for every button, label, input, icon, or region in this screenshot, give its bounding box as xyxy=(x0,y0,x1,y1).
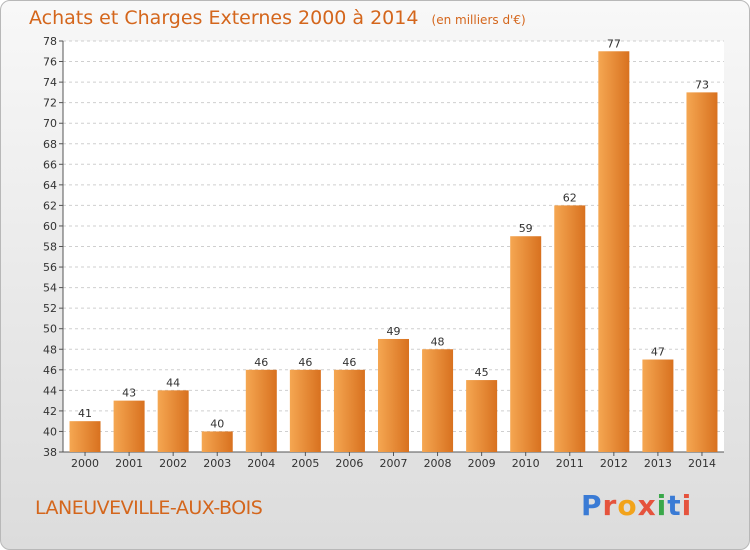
x-tick-label: 2002 xyxy=(159,457,187,470)
bar-2007 xyxy=(378,338,409,452)
location-label: LANEUVEVILLE-AUX-BOIS xyxy=(35,497,263,519)
y-tick-label: 42 xyxy=(43,405,57,418)
brand-letter: i xyxy=(681,489,693,522)
y-tick-label: 62 xyxy=(43,199,57,212)
data-label-2004: 46 xyxy=(254,356,268,369)
brand-letter: x xyxy=(637,489,657,522)
x-tick-label: 2000 xyxy=(71,457,99,470)
y-tick-label: 74 xyxy=(43,76,57,89)
y-tick-label: 60 xyxy=(43,220,57,233)
y-tick-label: 56 xyxy=(43,261,57,274)
y-tick-label: 66 xyxy=(43,158,57,171)
x-tick-label: 2014 xyxy=(688,457,716,470)
y-tick-label: 58 xyxy=(43,241,57,254)
bar-2001 xyxy=(113,400,145,452)
y-tick-label: 70 xyxy=(43,117,57,130)
title-line: Achats et Charges Externes 2000 à 2014 (… xyxy=(29,7,526,29)
y-tick-label: 72 xyxy=(43,97,57,110)
x-tick-label: 2006 xyxy=(335,457,363,470)
x-tick-label: 2010 xyxy=(512,457,540,470)
data-label-2002: 44 xyxy=(166,376,180,389)
bar-2004 xyxy=(245,369,277,452)
data-label-2009: 45 xyxy=(475,366,489,379)
x-tick-label: 2011 xyxy=(556,457,584,470)
y-tick-label: 68 xyxy=(43,138,57,151)
bar-2011 xyxy=(554,205,586,452)
bar-2006 xyxy=(333,369,365,452)
y-tick-label: 44 xyxy=(43,384,57,397)
bar-2005 xyxy=(289,369,321,452)
bar-2003 xyxy=(201,431,233,452)
data-label-2008: 48 xyxy=(431,335,445,348)
x-tick-label: 2003 xyxy=(203,457,231,470)
bar-2002 xyxy=(157,390,189,452)
data-label-2012: 77 xyxy=(607,37,621,50)
x-tick-label: 2007 xyxy=(380,457,408,470)
bar-2014 xyxy=(686,92,718,452)
bar-2013 xyxy=(642,359,674,452)
x-tick-label: 2001 xyxy=(115,457,143,470)
y-tick-label: 46 xyxy=(43,364,57,377)
bar-2008 xyxy=(422,349,454,452)
x-tick-label: 2012 xyxy=(600,457,628,470)
y-tick-label: 54 xyxy=(43,282,57,295)
brand-letter: r xyxy=(602,489,618,522)
data-label-2010: 59 xyxy=(519,222,533,235)
x-tick-label: 2008 xyxy=(424,457,452,470)
x-tick-label: 2005 xyxy=(291,457,319,470)
chart-title: Achats et Charges Externes 2000 à 2014 xyxy=(29,7,419,29)
bar-2010 xyxy=(510,236,542,452)
data-label-2006: 46 xyxy=(342,356,356,369)
y-tick-label: 78 xyxy=(43,35,57,48)
data-label-2014: 73 xyxy=(695,78,709,91)
data-label-2000: 41 xyxy=(78,407,92,420)
chart-subtitle: (en milliers d'€) xyxy=(431,13,526,27)
y-tick-label: 64 xyxy=(43,179,57,192)
bar-2000 xyxy=(69,421,101,452)
data-label-2003: 40 xyxy=(210,417,224,430)
y-tick-label: 48 xyxy=(43,343,57,356)
x-tick-label: 2004 xyxy=(247,457,275,470)
data-label-2007: 49 xyxy=(387,325,401,338)
y-tick-label: 40 xyxy=(43,425,57,438)
brand-logo: Proxiti xyxy=(581,489,692,522)
y-tick-label: 38 xyxy=(43,446,57,459)
labels: 41 2000 43 2001 44 2002 40 2003 46 2004 46 2005 46 20… xyxy=(71,37,716,470)
bar-2009 xyxy=(466,380,498,452)
data-label-2013: 47 xyxy=(651,346,665,359)
data-label-2005: 46 xyxy=(298,356,312,369)
brand-letter: P xyxy=(581,489,603,522)
brand-letter: o xyxy=(617,489,638,522)
y-tick-label: 76 xyxy=(43,56,57,69)
x-tick-label: 2013 xyxy=(644,457,672,470)
data-label-2001: 43 xyxy=(122,387,136,400)
brand-letter: t xyxy=(667,489,682,522)
data-label-2011: 62 xyxy=(563,191,577,204)
bar-2012 xyxy=(598,51,630,453)
bars xyxy=(69,51,718,453)
x-tick-label: 2009 xyxy=(468,457,496,470)
y-tick-label: 50 xyxy=(43,323,57,336)
y-tick-label: 52 xyxy=(43,302,57,315)
brand-letter: i xyxy=(656,489,668,522)
